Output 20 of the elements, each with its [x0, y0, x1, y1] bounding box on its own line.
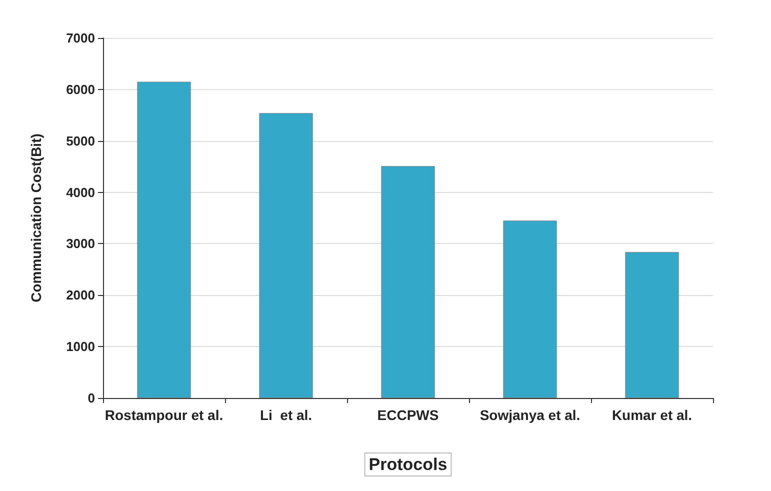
y-tick-label: 6000	[66, 82, 95, 97]
x-tick-label: Kumar et al.	[612, 407, 692, 423]
bar	[503, 220, 557, 398]
x-tick-label: Li et al.	[260, 407, 312, 423]
bar	[259, 113, 313, 398]
x-tick-label: Rostampour et al.	[104, 407, 224, 423]
y-axis-title: Communication Cost(Bit)	[28, 134, 44, 302]
bar	[625, 252, 679, 398]
y-tick-label: 5000	[66, 133, 95, 148]
y-tick-label: 1000	[66, 339, 95, 354]
y-tick-label: 2000	[66, 288, 95, 303]
y-tick-label: 4000	[66, 184, 95, 200]
y-tick-label: 7000	[66, 30, 95, 46]
bar	[137, 82, 191, 398]
bar	[381, 166, 435, 398]
y-tick-label: 3000	[66, 236, 95, 252]
x-tick-label: Sowjanya et al.	[480, 407, 580, 423]
x-axis-title: Protocols	[368, 455, 448, 474]
x-tick-label: ECCPWS	[377, 407, 439, 423]
y-tick-label: 0	[88, 390, 95, 406]
